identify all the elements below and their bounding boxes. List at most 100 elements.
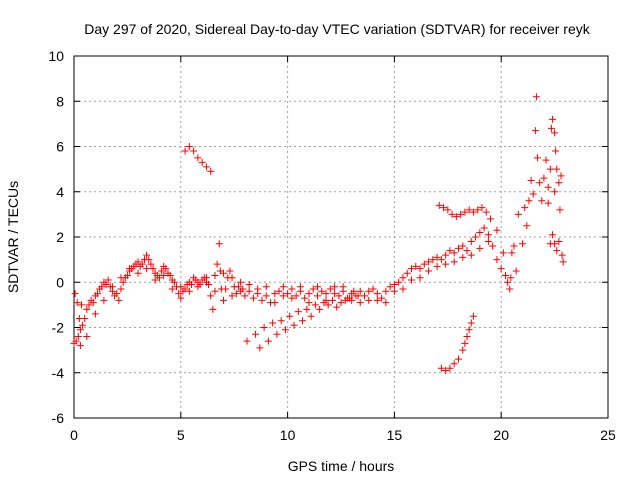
data-point xyxy=(269,319,277,327)
grid xyxy=(74,56,608,418)
data-point xyxy=(504,278,512,286)
data-point xyxy=(175,290,183,298)
data-point xyxy=(559,258,567,266)
data-point xyxy=(288,285,296,293)
data-point xyxy=(220,269,228,277)
data-point xyxy=(339,283,347,291)
data-point xyxy=(108,283,116,291)
data-point xyxy=(202,163,210,171)
y-tick-label: 2 xyxy=(56,229,64,245)
data-point xyxy=(403,269,411,277)
data-point xyxy=(448,210,456,218)
data-point xyxy=(558,251,566,259)
data-point xyxy=(399,285,407,293)
data-point xyxy=(143,251,151,259)
data-point xyxy=(113,290,121,298)
data-point xyxy=(499,249,507,257)
data-point xyxy=(305,299,313,307)
data-point xyxy=(416,265,424,273)
data-point xyxy=(510,242,518,250)
data-point xyxy=(548,115,556,123)
data-point xyxy=(228,292,236,300)
data-point xyxy=(489,242,497,250)
data-point xyxy=(215,240,223,248)
data-point xyxy=(356,299,364,307)
data-point xyxy=(281,326,289,334)
data-point xyxy=(538,197,546,205)
data-point xyxy=(556,206,564,214)
data-point xyxy=(296,283,304,291)
y-tick-label: -2 xyxy=(52,320,65,336)
data-point xyxy=(205,281,213,289)
data-point xyxy=(185,287,193,295)
data-point xyxy=(275,287,283,295)
data-point xyxy=(286,312,294,320)
data-point xyxy=(98,283,106,291)
data-point xyxy=(170,278,178,286)
data-point xyxy=(100,296,108,304)
data-point xyxy=(440,204,448,212)
data-point xyxy=(474,206,482,214)
data-point xyxy=(437,364,445,372)
y-tick-label: 10 xyxy=(48,48,64,64)
data-point xyxy=(476,228,484,236)
data-point xyxy=(260,324,268,331)
data-point xyxy=(459,346,467,354)
data-point xyxy=(346,294,354,302)
data-point xyxy=(442,366,450,374)
data-point xyxy=(177,294,185,302)
data-point xyxy=(446,247,454,255)
data-point xyxy=(166,271,174,279)
data-point xyxy=(482,208,490,216)
data-point xyxy=(222,285,230,293)
data-point xyxy=(341,296,349,304)
data-point xyxy=(532,93,540,101)
x-axis-label: GPS time / hours xyxy=(288,458,395,474)
x-tick-label: 15 xyxy=(387,427,403,443)
data-point xyxy=(177,283,185,291)
data-point xyxy=(194,283,202,291)
x-tick-label: 20 xyxy=(493,427,509,443)
data-point xyxy=(463,247,471,255)
data-point xyxy=(399,274,407,282)
data-point xyxy=(232,290,240,298)
data-point xyxy=(546,165,554,173)
data-point xyxy=(527,176,535,184)
data-point xyxy=(252,330,260,338)
data-point xyxy=(77,301,85,309)
data-point xyxy=(435,201,443,209)
data-point xyxy=(245,281,253,289)
data-point xyxy=(181,147,189,155)
data-point xyxy=(102,281,110,289)
data-point xyxy=(420,260,428,268)
data-point xyxy=(544,183,552,191)
data-point xyxy=(437,256,445,264)
data-point xyxy=(542,156,550,164)
data-point xyxy=(337,299,345,307)
data-point xyxy=(369,285,377,293)
data-point xyxy=(237,278,245,286)
data-point xyxy=(91,310,99,318)
data-point xyxy=(314,283,322,291)
data-point xyxy=(390,281,398,289)
y-tick-label: -6 xyxy=(52,410,65,426)
data-point xyxy=(446,364,454,372)
data-point xyxy=(234,283,242,291)
data-point xyxy=(459,253,467,261)
data-point xyxy=(407,276,415,284)
data-point xyxy=(452,213,460,221)
data-point xyxy=(237,287,245,295)
data-point xyxy=(548,231,556,239)
data-point xyxy=(354,292,362,300)
data-point xyxy=(365,287,373,295)
data-point xyxy=(258,296,266,304)
data-point xyxy=(314,292,322,300)
data-point xyxy=(333,303,341,311)
data-point xyxy=(190,147,198,155)
data-point xyxy=(158,267,166,275)
data-point xyxy=(249,294,257,302)
data-point xyxy=(328,296,336,304)
data-point xyxy=(160,271,168,279)
data-point xyxy=(472,233,480,241)
